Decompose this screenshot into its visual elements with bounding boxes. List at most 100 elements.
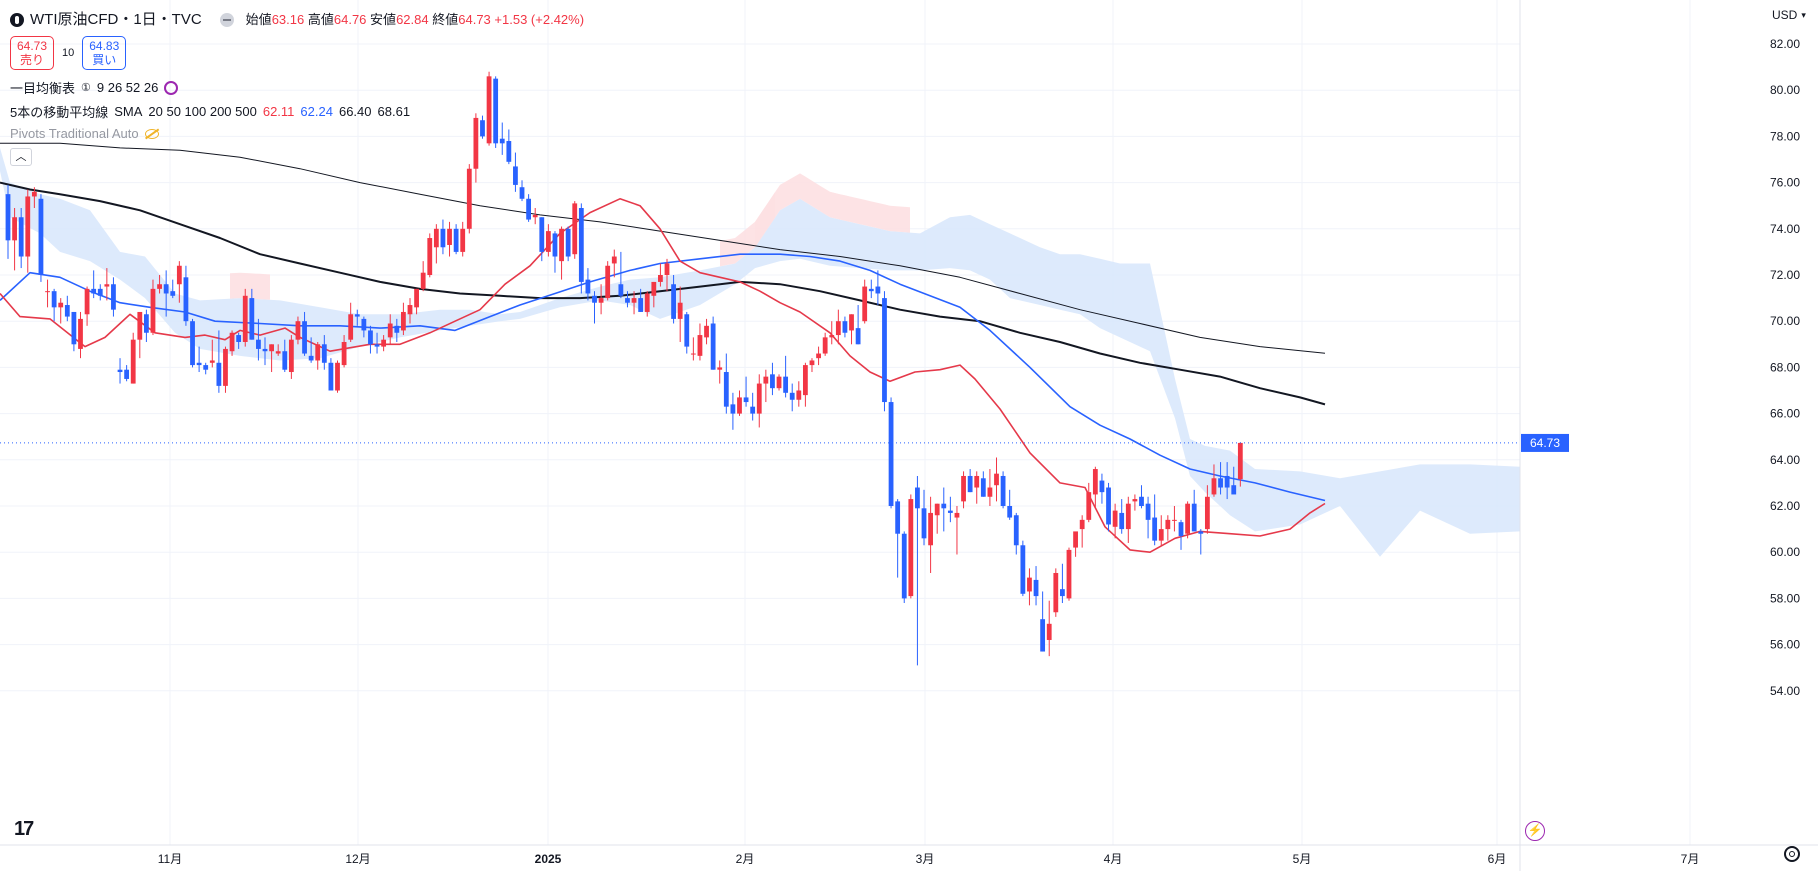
candle-body [84, 288, 90, 315]
candle-body [545, 231, 551, 252]
gear-icon[interactable] [1784, 846, 1800, 862]
candle-body [947, 510, 953, 513]
currency-selector[interactable]: USD ▾ [1772, 8, 1806, 22]
candle-body [328, 362, 334, 391]
y-tick-label: 82.00 [1770, 37, 1800, 51]
candle-body [1119, 512, 1125, 530]
candle-body [1060, 589, 1065, 597]
candle [849, 314, 854, 345]
candle-body [302, 321, 307, 354]
candle [282, 339, 288, 373]
candle [697, 323, 703, 361]
candle-body [723, 372, 729, 407]
candle [1086, 482, 1092, 523]
candle [611, 249, 617, 278]
candle [1191, 489, 1197, 532]
candle [835, 309, 841, 345]
candle-body [256, 339, 261, 349]
candle-body [783, 376, 789, 393]
candle-body [1033, 579, 1039, 597]
candle-body [928, 512, 933, 546]
candle [5, 184, 11, 259]
candle-body [1112, 510, 1118, 527]
candle [249, 288, 255, 340]
candle-body [868, 288, 874, 292]
candle [295, 316, 301, 345]
candle [1046, 600, 1052, 657]
candle-body [45, 291, 50, 293]
candle [651, 281, 657, 308]
candle [394, 318, 400, 342]
buy-button[interactable]: 64.83 買い [82, 36, 127, 70]
candle [1119, 499, 1125, 534]
candle [875, 270, 881, 306]
candle-body [64, 305, 70, 317]
candle-body [111, 284, 116, 310]
lightning-icon[interactable]: ⚡ [1525, 821, 1545, 841]
cloud-bearish [720, 192, 775, 267]
candle-body [644, 293, 650, 312]
hidden-eye-icon[interactable] [144, 128, 159, 139]
candle [974, 471, 980, 504]
candle [585, 268, 591, 301]
tradingview-logo[interactable]: 17 [14, 818, 34, 840]
candle [368, 325, 373, 354]
candle [315, 341, 321, 370]
candle-body [473, 117, 479, 169]
candle [262, 337, 268, 366]
y-tick-label: 60.00 [1770, 545, 1800, 559]
collapse-icon[interactable] [219, 13, 234, 27]
candle [658, 263, 663, 287]
candle [1099, 473, 1105, 504]
indicator-pivots[interactable]: Pivots Traditional Auto [10, 126, 159, 141]
candle-body [420, 272, 426, 289]
candle-body [190, 321, 195, 366]
candle [1218, 462, 1223, 495]
candle-body [453, 228, 459, 252]
last-price-label: 64.73 [1530, 436, 1560, 450]
candle [572, 201, 578, 259]
candle [209, 339, 215, 368]
candle-body [104, 284, 110, 287]
candle-body [513, 166, 518, 185]
candle-body [1046, 623, 1052, 640]
collapse-legend-button[interactable]: ︿ [10, 148, 32, 166]
candle [176, 261, 182, 303]
candle-body [321, 344, 327, 363]
candle [822, 332, 828, 356]
candle-body [1198, 531, 1204, 534]
candle-body [447, 228, 452, 245]
candle-body [1165, 519, 1171, 530]
candle [934, 503, 940, 534]
candle-body [822, 337, 828, 354]
candle-body [809, 360, 815, 366]
cloud-bullish [0, 147, 1520, 557]
candle [499, 122, 505, 155]
candle [124, 365, 130, 382]
candle [1040, 591, 1046, 652]
candle-body [552, 233, 558, 257]
x-tick-label: 5月 [1293, 852, 1312, 866]
candle [433, 224, 439, 264]
y-tick-label: 74.00 [1770, 222, 1800, 236]
candle-body [229, 332, 235, 352]
candle [12, 208, 17, 271]
last-price-badge [1521, 433, 1569, 452]
candle [1007, 489, 1013, 520]
candle [137, 311, 143, 359]
candle [1027, 568, 1032, 606]
indicator-moving-averages[interactable]: 5本の移動平均線 SMA 20 50 100 200 500 62.11 62.… [10, 104, 411, 120]
x-tick-label: 2月 [736, 852, 755, 866]
candle-body [842, 321, 848, 333]
symbol-title[interactable]: WTI原油CFD・1日・TVC [30, 11, 202, 28]
y-tick-label: 80.00 [1770, 83, 1800, 97]
candle-body [565, 228, 571, 257]
candle [1073, 531, 1078, 557]
grid [0, 0, 1691, 845]
candle [763, 369, 769, 403]
sell-button[interactable]: 64.73 売り [10, 36, 54, 70]
candle-body [5, 194, 11, 241]
indicator-ichimoku[interactable]: 一目均衡表 ① 9 26 52 26 [10, 78, 179, 97]
candle [328, 358, 334, 391]
